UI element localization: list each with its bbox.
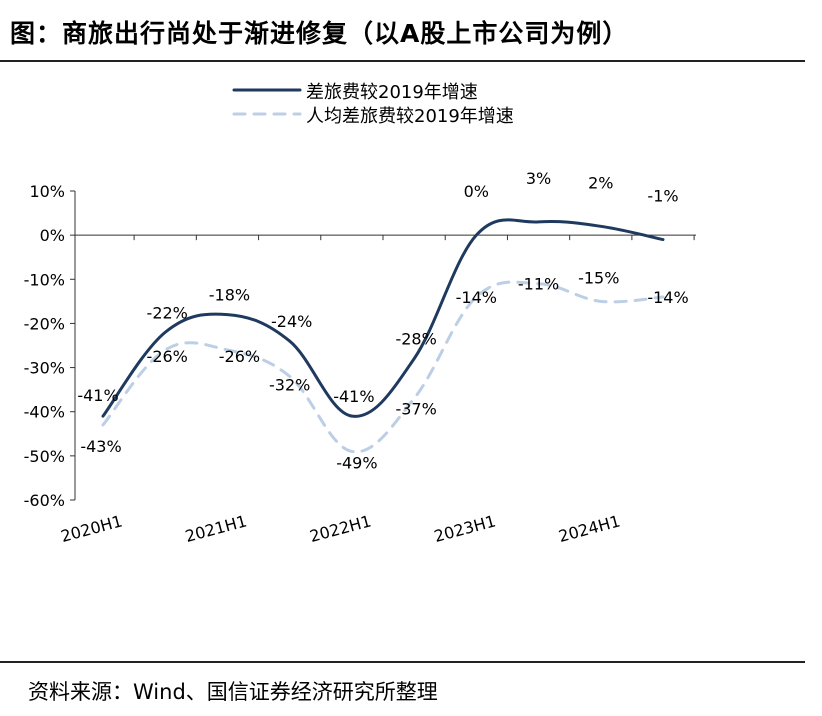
data-label-s2: -14% [456,288,497,307]
legend-label-1: 差旅费较2019年增速 [306,82,478,103]
chart-title: 图：商旅出行尚处于渐进修复（以A股上市公司为例） [10,19,629,48]
y-tick-label: -50% [24,447,65,466]
y-tick-label: -20% [24,314,65,333]
y-tick-label: -30% [24,359,65,378]
data-label-s2: -49% [336,453,377,472]
x-tick-label: 2023H1 [432,511,498,546]
y-tick-label: 10% [29,182,65,201]
data-label-s2: -32% [269,375,310,394]
x-tick-label: 2022H1 [308,511,374,546]
data-label-s2: -11% [518,275,559,294]
data-label-s2: -37% [395,399,436,418]
data-label-s1: -1% [647,187,678,206]
x-tick-label: 2020H1 [59,511,125,546]
data-label-s1: -24% [271,312,312,331]
source-note: 资料来源：Wind、国信证券经济研究所整理 [28,680,438,704]
bottom-divider [0,661,805,663]
y-tick-label: -10% [24,270,65,289]
x-tick-label: 2024H1 [556,511,622,546]
y-tick-label: -40% [24,403,65,422]
data-label-s1: 2% [588,173,613,192]
data-label-s1: 0% [464,182,489,201]
legend-label-2: 人均差旅费较2019年增速 [306,106,514,127]
data-label-s2: -15% [578,268,619,287]
top-divider [0,60,805,62]
data-label-s1: -41% [333,387,374,406]
data-label-s2: -43% [80,437,121,456]
series-line-1 [101,218,665,418]
data-label-s2: -26% [219,347,260,366]
data-label-s1: -41% [77,386,118,405]
data-label-s2: -26% [147,347,188,366]
data-label-s1: -28% [395,330,436,349]
data-label-s1: 3% [526,169,551,188]
series-line-2 [101,280,665,454]
y-tick-label: 0% [40,226,65,245]
data-label-s2: -14% [647,288,688,307]
data-label-s1: -22% [147,303,188,322]
x-tick-label: 2021H1 [183,511,249,546]
data-label-s1: -18% [209,286,250,305]
y-tick-label: -60% [24,491,65,510]
